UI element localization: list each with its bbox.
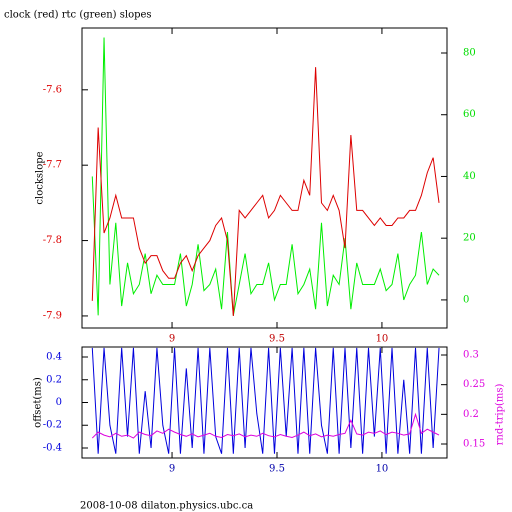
y2-tick-label: 80: [463, 48, 476, 59]
y2-axis-label: rnd-trip(ms): [495, 383, 506, 445]
footer: 2008-10-08 dilaton.physics.ubc.ca: [80, 501, 253, 512]
y2-tick-label: 0.3: [463, 350, 479, 361]
x-tick-label: 9: [169, 334, 175, 345]
y-tick-label: 0.2: [46, 374, 62, 385]
y2-tick-label: 0.2: [463, 409, 479, 420]
x-tick-label: 10: [376, 464, 389, 475]
y-axis-label: clockslope: [35, 151, 46, 204]
y-tick-label: 0: [56, 397, 62, 408]
y2-tick-label: 0.25: [463, 379, 485, 390]
series-line: [91, 67, 440, 316]
y-tick-label: -7.7: [43, 160, 62, 171]
y-tick-label: -0.2: [43, 420, 62, 431]
y-tick-label: -0.4: [43, 442, 62, 453]
y-axis-label: offset(ms): [33, 377, 44, 428]
y2-tick-label: 40: [463, 171, 476, 182]
y-tick-label: -7.6: [43, 84, 62, 95]
y2-tick-label: 0.15: [463, 438, 485, 449]
y2-tick-label: 60: [463, 109, 476, 120]
y-tick-label: 0.4: [46, 352, 62, 363]
series-line: [91, 412, 440, 439]
y-tick-label: -7.8: [43, 235, 62, 246]
x-tick-label: 10: [376, 334, 389, 345]
series-line: [91, 347, 440, 454]
x-tick-label: 9: [169, 464, 175, 475]
plot-frame: [81, 27, 448, 329]
series-line: [91, 37, 440, 316]
x-tick-label: 9.5: [269, 464, 285, 475]
y2-tick-label: 0: [463, 294, 469, 305]
y-tick-label: -7.9: [43, 310, 62, 321]
y2-tick-label: 20: [463, 233, 476, 244]
x-tick-label: 9.5: [269, 334, 285, 345]
chart-title: clock (red) rtc (green) slopes: [4, 10, 152, 21]
